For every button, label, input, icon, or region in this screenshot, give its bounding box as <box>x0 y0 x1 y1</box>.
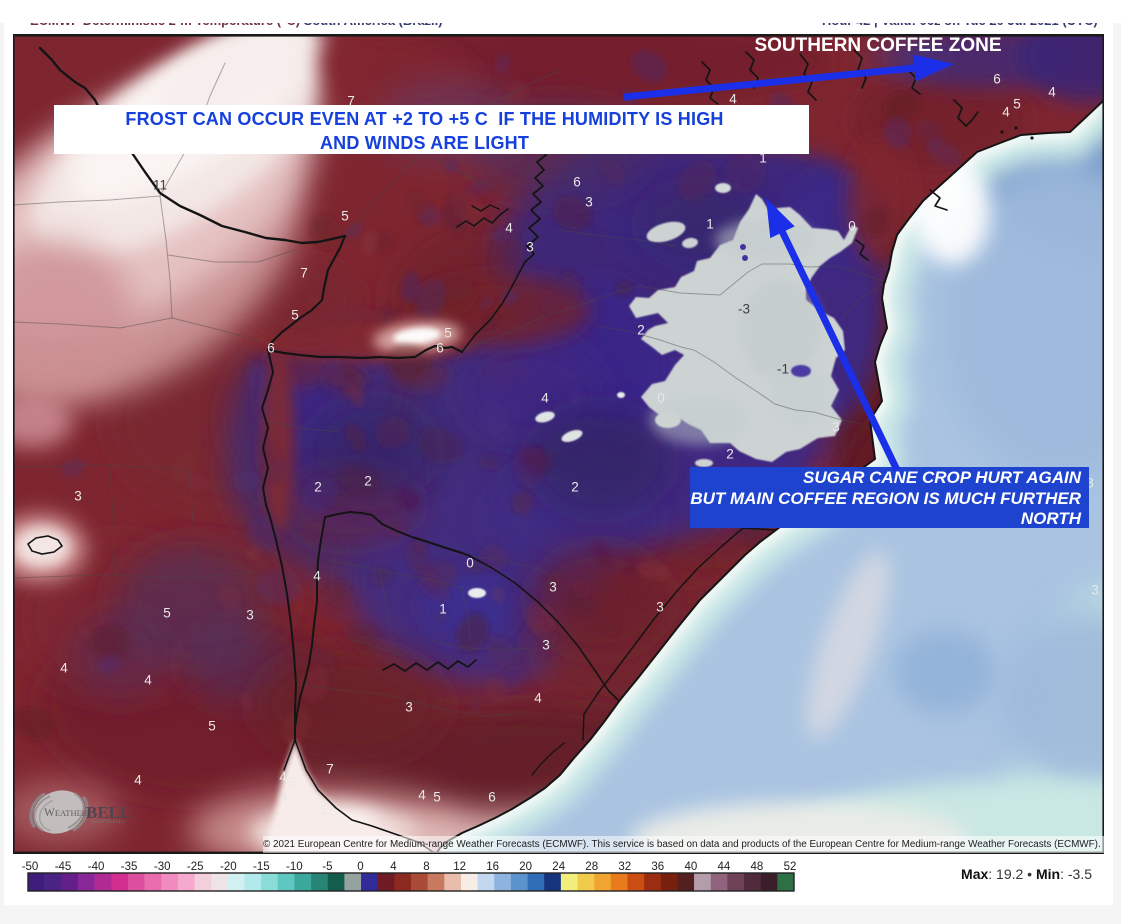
svg-text:2: 2 <box>637 323 645 338</box>
svg-text:16: 16 <box>486 861 499 873</box>
svg-text:7: 7 <box>326 762 334 777</box>
svg-text:-10: -10 <box>286 861 303 873</box>
svg-text:11: 11 <box>153 178 167 193</box>
svg-text:5: 5 <box>320 803 328 818</box>
svg-text:-45: -45 <box>55 861 72 873</box>
svg-text:-40: -40 <box>88 861 105 873</box>
svg-text:4: 4 <box>505 221 513 236</box>
svg-text:-25: -25 <box>187 861 204 873</box>
svg-text:2: 2 <box>314 480 322 495</box>
svg-text:3: 3 <box>405 700 413 715</box>
svg-text:-3: -3 <box>738 302 750 317</box>
svg-text:4: 4 <box>134 773 142 788</box>
svg-text:3: 3 <box>526 240 534 255</box>
svg-text:6: 6 <box>993 72 1001 87</box>
svg-text:-30: -30 <box>154 861 171 873</box>
svg-text:5: 5 <box>1013 97 1021 112</box>
svg-text:4: 4 <box>144 673 152 688</box>
svg-text:4: 4 <box>60 661 68 676</box>
svg-text:4: 4 <box>541 391 549 406</box>
svg-text:52: 52 <box>784 861 797 873</box>
svg-text:2: 2 <box>571 480 579 495</box>
svg-text:4: 4 <box>390 861 397 873</box>
svg-text:5: 5 <box>291 308 299 323</box>
svg-text:7: 7 <box>347 94 355 109</box>
svg-text:-1: -1 <box>777 362 789 377</box>
svg-text:3: 3 <box>74 489 82 504</box>
svg-text:3: 3 <box>585 195 593 210</box>
svg-text:5: 5 <box>433 790 441 805</box>
svg-text:-35: -35 <box>121 861 138 873</box>
svg-text:3: 3 <box>656 600 664 615</box>
svg-text:6: 6 <box>267 341 275 356</box>
svg-text:7: 7 <box>300 266 308 281</box>
svg-text:4: 4 <box>418 788 426 803</box>
svg-text:1: 1 <box>706 217 714 232</box>
svg-text:3: 3 <box>549 580 557 595</box>
svg-text:4: 4 <box>1002 105 1010 120</box>
svg-text:6: 6 <box>436 341 444 356</box>
svg-text:6: 6 <box>488 790 496 805</box>
svg-text:3: 3 <box>246 608 254 623</box>
svg-text:6: 6 <box>573 175 581 190</box>
svg-text:36: 36 <box>651 861 664 873</box>
svg-text:5: 5 <box>288 776 296 791</box>
svg-text:3: 3 <box>1086 476 1094 491</box>
svg-text:3: 3 <box>542 638 550 653</box>
svg-text:4: 4 <box>313 569 321 584</box>
svg-text:3: 3 <box>832 420 840 435</box>
svg-text:28: 28 <box>585 861 598 873</box>
svg-text:5: 5 <box>444 326 452 341</box>
svg-text:2: 2 <box>364 474 372 489</box>
svg-text:0: 0 <box>657 391 665 406</box>
svg-text:8: 8 <box>423 861 429 873</box>
svg-text:5: 5 <box>208 719 216 734</box>
svg-text:12: 12 <box>453 861 466 873</box>
svg-text:0: 0 <box>466 556 474 571</box>
svg-text:2: 2 <box>726 447 734 462</box>
svg-text:4: 4 <box>280 790 288 805</box>
svg-text:-5: -5 <box>322 861 332 873</box>
svg-text:-15: -15 <box>253 861 270 873</box>
svg-text:-50: -50 <box>22 861 39 873</box>
svg-text:4: 4 <box>279 770 287 785</box>
svg-text:32: 32 <box>618 861 631 873</box>
svg-text:1: 1 <box>759 151 767 166</box>
svg-text:4: 4 <box>1048 85 1056 100</box>
svg-text:0: 0 <box>357 861 363 873</box>
svg-text:3: 3 <box>1091 583 1099 598</box>
svg-text:5: 5 <box>341 209 349 224</box>
svg-text:1: 1 <box>439 602 447 617</box>
svg-text:44: 44 <box>718 861 731 873</box>
svg-text:48: 48 <box>751 861 764 873</box>
svg-text:40: 40 <box>685 861 698 873</box>
svg-text:4: 4 <box>534 691 542 706</box>
svg-text:5: 5 <box>163 606 171 621</box>
svg-text:-20: -20 <box>220 861 237 873</box>
svg-text:24: 24 <box>552 861 565 873</box>
svg-text:0: 0 <box>848 219 856 234</box>
svg-text:20: 20 <box>519 861 532 873</box>
